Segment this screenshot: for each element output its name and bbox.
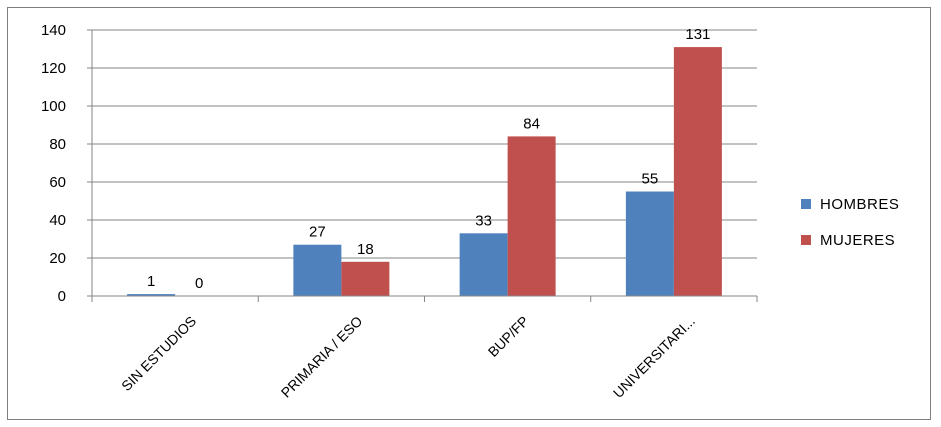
bar-hombres-1 — [293, 244, 342, 296]
legend: HOMBRES MUJERES — [801, 196, 899, 249]
y-tick-label: 40 — [49, 212, 66, 229]
legend-swatch-hombres — [801, 199, 811, 209]
category-label: SIN ESTUDIOS — [118, 313, 199, 394]
bars — [127, 47, 722, 296]
bar-mujeres-2 — [507, 136, 556, 296]
data-labels: 1 0 27 18 33 84 55 131 — [147, 26, 710, 292]
data-label: 33 — [475, 212, 492, 229]
bar-mujeres-1 — [341, 261, 390, 296]
data-label: 55 — [642, 171, 659, 188]
data-label: 1 — [147, 273, 155, 290]
y-tick-label: 20 — [49, 250, 66, 267]
y-tick-label: 60 — [49, 174, 66, 191]
y-tick-label: 100 — [41, 98, 66, 115]
legend-label-hombres: HOMBRES — [820, 196, 899, 213]
y-tick-label: 0 — [58, 288, 66, 305]
data-label: 0 — [195, 275, 203, 292]
category-label: PRIMARIA / ESO — [278, 313, 366, 401]
category-label: BUP/FP — [485, 313, 532, 360]
legend-swatch-mujeres — [801, 235, 811, 245]
y-tick-label: 140 — [41, 22, 66, 39]
axes — [91, 30, 758, 302]
category-label: UNIVERSITARI... — [610, 313, 698, 401]
bar-mujeres-3 — [673, 47, 722, 296]
data-label: 27 — [309, 224, 326, 241]
category-labels: SIN ESTUDIOS PRIMARIA / ESO BUP/FP UNIVERSI… — [118, 313, 698, 401]
chart-frame — [7, 7, 931, 420]
legend-label-mujeres: MUJERES — [820, 232, 895, 249]
data-label: 131 — [685, 26, 710, 43]
bar-hombres-0 — [127, 294, 176, 296]
y-axis-ticks: 0 20 40 60 80 100 120 140 — [41, 22, 92, 305]
bar-hombres-2 — [459, 233, 508, 296]
data-label: 18 — [357, 241, 374, 258]
data-label: 84 — [523, 115, 540, 132]
y-tick-label: 120 — [41, 60, 66, 77]
bar-hombres-3 — [625, 191, 674, 296]
y-tick-label: 80 — [49, 136, 66, 153]
